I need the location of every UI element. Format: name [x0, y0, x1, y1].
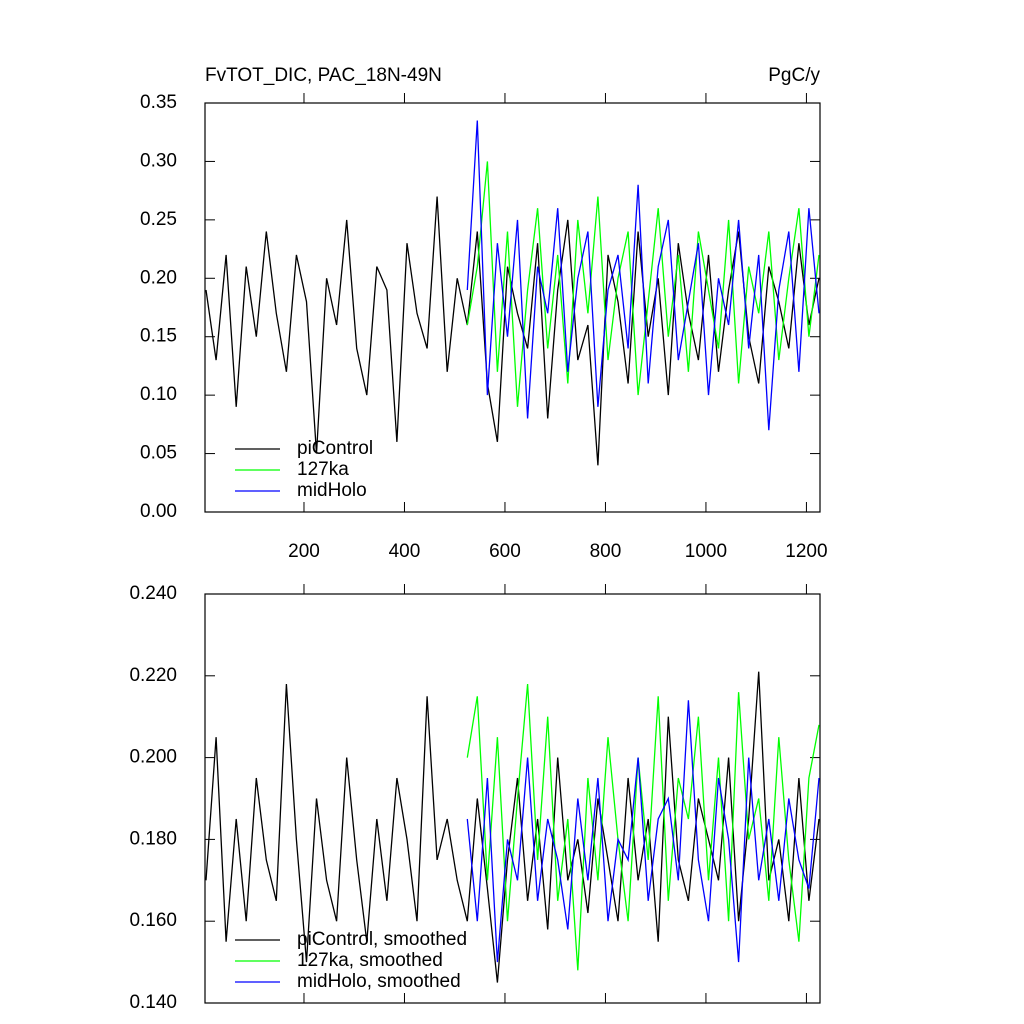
y-tick-label: 0.20: [140, 267, 177, 288]
x-tick-label: 1000: [685, 541, 727, 562]
legend-label: midHolo, smoothed: [297, 971, 461, 992]
series-line: [466, 120, 820, 431]
y-tick-label: 0.15: [140, 326, 177, 347]
legend-label: piControl, smoothed: [297, 929, 467, 950]
legend-label: midHolo: [297, 480, 367, 501]
legend-label: piControl: [297, 438, 373, 459]
x-tick-label: 600: [489, 541, 521, 562]
x-tick-label: 1200: [785, 541, 827, 562]
y-tick-label: 0.200: [129, 747, 177, 768]
y-tick-label: 0.30: [140, 150, 177, 171]
series-line: [205, 671, 820, 983]
legend-label: 127ka, smoothed: [297, 950, 443, 971]
legend-label: 127ka: [297, 459, 349, 480]
series-line: [466, 161, 820, 407]
y-tick-label: 0.25: [140, 209, 177, 230]
chart-title: FvTOT_DIC, PAC_18N-49N: [205, 65, 442, 86]
series-line: [466, 683, 820, 971]
y-tick-label: 0.00: [140, 501, 177, 522]
plot-frame: [204, 102, 821, 513]
x-tick-label: 200: [288, 541, 320, 562]
series-line: [205, 196, 820, 466]
y-tick-label: 0.180: [129, 828, 177, 849]
x-tick-label: 400: [389, 541, 421, 562]
y-tick-label: 0.140: [129, 992, 177, 1013]
y-tick-label: 0.240: [129, 583, 177, 604]
units-label: PgC/y: [768, 65, 820, 86]
y-tick-label: 0.160: [129, 910, 177, 931]
plot-frame: [204, 593, 821, 1004]
x-tick-label: 800: [590, 541, 622, 562]
y-tick-label: 0.05: [140, 443, 177, 464]
y-tick-label: 0.10: [140, 384, 177, 405]
y-tick-label: 0.220: [129, 665, 177, 686]
y-tick-label: 0.35: [140, 92, 177, 113]
series-line: [466, 700, 820, 963]
